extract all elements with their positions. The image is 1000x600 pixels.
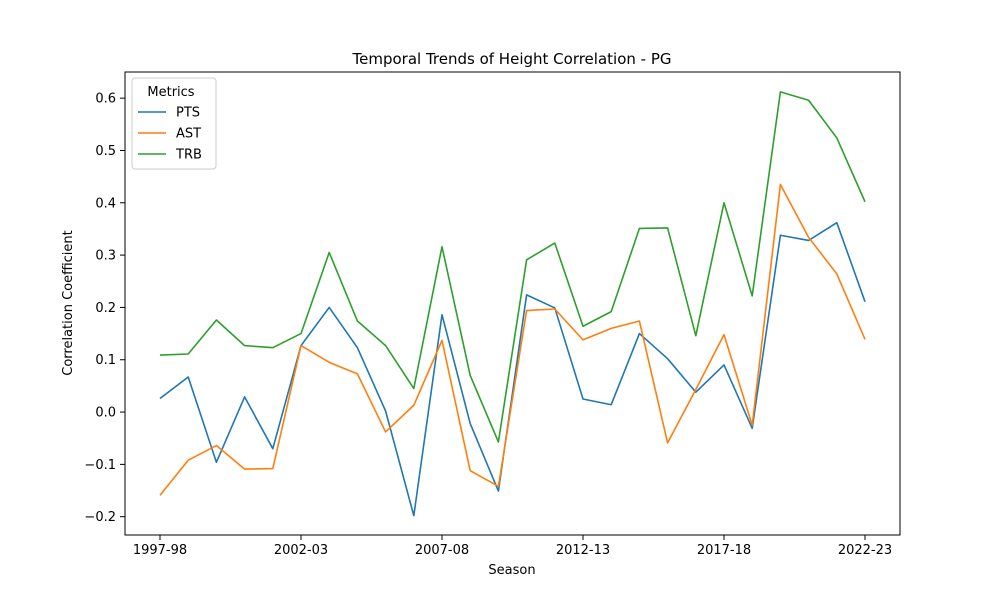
series-line-pts	[159, 221, 866, 517]
legend-label-trb: TRB	[175, 148, 202, 163]
y-tick-label: 0.2	[95, 301, 116, 316]
x-tick-label: 1997-98	[133, 543, 187, 558]
legend-title: Metrics	[147, 85, 194, 100]
y-tick-label: 0.3	[95, 249, 116, 264]
y-tick-label: 0.0	[95, 406, 116, 421]
y-tick-label: −0.1	[84, 458, 116, 473]
legend: Metrics PTS AST TRB	[131, 77, 217, 170]
y-axis-label: Correlation Coefficient	[61, 230, 76, 376]
x-tick-label: 2002-03	[274, 543, 328, 558]
series-line-trb	[159, 91, 866, 443]
y-tick-label: 0.6	[95, 92, 116, 107]
chart-title: Temporal Trends of Height Correlation - …	[352, 50, 672, 68]
plot-frame	[124, 71, 901, 536]
x-axis: 1997-98 2002-03 2007-08 2012-13 2017-18 2022-…	[133, 535, 892, 558]
legend-label-ast: AST	[176, 127, 201, 142]
legend-box	[131, 77, 217, 170]
x-tick-label: 2007-08	[415, 543, 469, 558]
y-tick-label: −0.2	[84, 510, 116, 525]
x-tick-label: 2012-13	[556, 543, 610, 558]
y-tick-label: 0.4	[95, 196, 116, 211]
series-line-ast	[159, 183, 866, 496]
y-tick-label: 0.5	[95, 144, 116, 159]
y-axis: −0.2 −0.1 0.0 0.1 0.2 0.3 0.4 0.5 0.6	[84, 92, 125, 525]
x-tick-label: 2017-18	[697, 543, 751, 558]
x-axis-label: Season	[488, 563, 535, 578]
x-tick-label: 2022-23	[838, 543, 892, 558]
plot-area	[159, 91, 866, 517]
y-tick-label: 0.1	[95, 353, 116, 368]
legend-label-pts: PTS	[176, 106, 200, 121]
